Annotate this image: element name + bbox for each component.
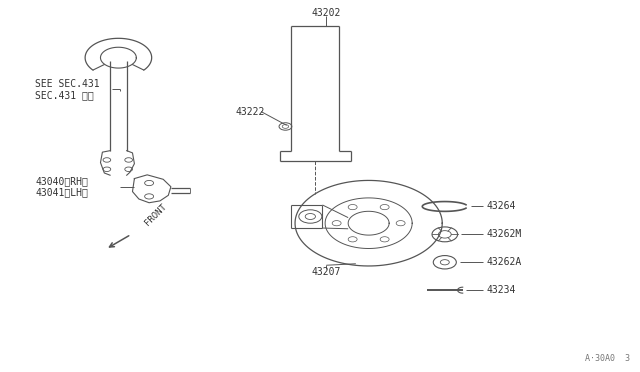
Text: 43264: 43264: [486, 202, 516, 211]
Text: SEE SEC.431: SEE SEC.431: [35, 79, 100, 89]
Text: 43207: 43207: [312, 267, 341, 277]
Text: 43222: 43222: [236, 107, 265, 116]
Text: 43262M: 43262M: [486, 230, 522, 239]
Text: A·30A0  3: A·30A0 3: [586, 354, 630, 363]
Text: FRONT: FRONT: [143, 202, 168, 228]
Text: 43040〈RH〉: 43040〈RH〉: [35, 176, 88, 186]
Text: 43202: 43202: [312, 8, 341, 18]
Text: 43234: 43234: [486, 285, 516, 295]
Text: SEC.431 参照: SEC.431 参照: [35, 90, 94, 100]
Text: 43262A: 43262A: [486, 257, 522, 267]
Text: 43041〈LH〉: 43041〈LH〉: [35, 187, 88, 197]
